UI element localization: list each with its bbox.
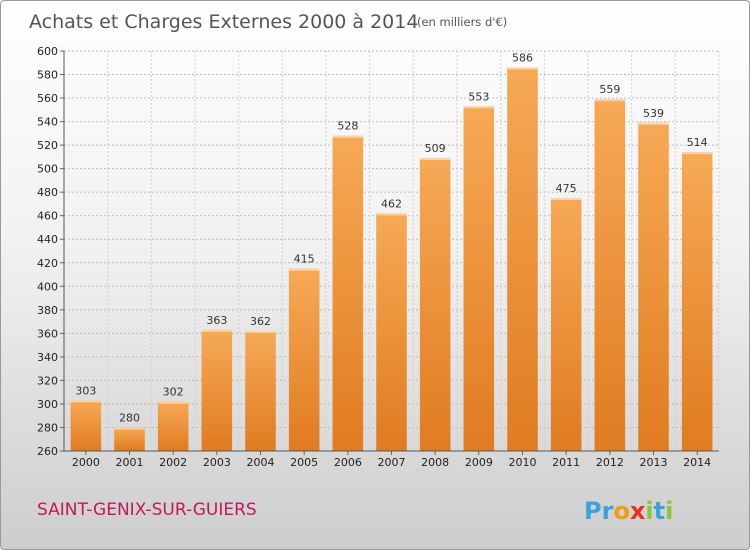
bar-highlight [638, 122, 669, 125]
data-label: 528 [337, 120, 358, 133]
bar-highlight [114, 427, 145, 430]
bar [376, 213, 407, 451]
x-tick-label: 2009 [465, 456, 493, 469]
y-tick-label: 500 [37, 163, 58, 176]
y-tick-label: 460 [37, 210, 58, 223]
logo-text: Proxiti [584, 497, 673, 525]
bar [332, 135, 364, 452]
data-label: 280 [119, 411, 140, 424]
bar-highlight [550, 198, 582, 201]
y-tick-label: 540 [37, 116, 58, 129]
data-label: 586 [512, 51, 533, 64]
bar-highlight [463, 106, 495, 109]
y-tick-label: 320 [37, 374, 58, 387]
axes: 260 280 300 320 340 360 380 400 420 440 460 480 500 5… [37, 45, 719, 469]
bar-highlight [288, 268, 320, 271]
x-tick-label: 2011 [552, 456, 580, 469]
data-label: 553 [468, 90, 489, 103]
x-tick-label: 2004 [247, 456, 275, 469]
x-tick-label: 2005 [290, 456, 318, 469]
y-tick-label: 420 [37, 257, 58, 270]
data-label: 363 [206, 314, 227, 327]
y-tick-label: 580 [37, 69, 58, 82]
chart-subtitle: (en milliers d'€) [417, 15, 507, 29]
x-tick-label: 2013 [640, 456, 668, 469]
bar [288, 268, 320, 451]
bar-highlight [70, 400, 102, 403]
bars: 303 280 302 363 362 415 528 462 509 553 586 475 559 5… [70, 51, 713, 452]
y-tick-label: 280 [37, 421, 58, 434]
x-tick-label: 2010 [509, 456, 537, 469]
bar [70, 400, 102, 451]
y-tick-label: 440 [37, 233, 58, 246]
y-tick-label: 560 [37, 92, 58, 105]
bar [245, 331, 276, 451]
data-label: 539 [643, 107, 664, 120]
place-name: SAINT-GENIX-SUR-GUIERS [37, 500, 257, 520]
x-tick-label: 2006 [334, 456, 362, 469]
data-label: 462 [381, 197, 402, 210]
bar [463, 106, 495, 451]
chart-title: Achats et Charges Externes 2000 à 2014 [29, 11, 418, 33]
x-tick-label: 2002 [159, 456, 187, 469]
data-label: 302 [163, 386, 184, 399]
y-tick-label: 520 [37, 139, 58, 152]
bar [114, 427, 145, 451]
data-label: 475 [556, 182, 577, 195]
y-tick-label: 380 [37, 304, 58, 317]
data-label: 415 [294, 253, 315, 266]
data-label: 362 [250, 315, 271, 328]
bar-highlight [332, 135, 364, 138]
x-tick-label: 2001 [116, 456, 144, 469]
x-tick-label: 2008 [421, 456, 449, 469]
y-tick-label: 480 [37, 186, 58, 199]
bar [594, 99, 626, 451]
bar-highlight [594, 99, 626, 102]
x-tick-label: 2007 [378, 456, 406, 469]
x-tick-label: 2012 [596, 456, 624, 469]
y-tick-label: 400 [37, 280, 58, 293]
data-label: 559 [599, 83, 620, 96]
bar [201, 329, 233, 451]
bar [157, 401, 189, 451]
x-tick-label: 2000 [72, 456, 100, 469]
bar [419, 158, 451, 451]
data-label: 514 [687, 136, 708, 149]
y-tick-label: 360 [37, 327, 58, 340]
bar-highlight [419, 158, 451, 161]
y-tick-label: 300 [37, 398, 58, 411]
bar-highlight [681, 152, 713, 155]
bar [638, 122, 669, 451]
y-tick-label: 340 [37, 351, 58, 364]
bar-highlight [201, 329, 233, 332]
bar [550, 198, 582, 451]
bar [681, 152, 713, 452]
bar-highlight [157, 401, 189, 404]
bar [507, 67, 538, 452]
bar-highlight [245, 331, 276, 333]
data-label: 303 [75, 384, 96, 397]
y-tick-label: 260 [37, 445, 58, 458]
bar-highlight [507, 67, 538, 70]
y-tick-label: 600 [37, 45, 58, 58]
bar-highlight [376, 213, 407, 216]
proxiti-logo: Proxiti [584, 497, 673, 525]
x-tick-label: 2014 [683, 456, 711, 469]
x-tick-label: 2003 [203, 456, 231, 469]
data-label: 509 [425, 142, 446, 155]
